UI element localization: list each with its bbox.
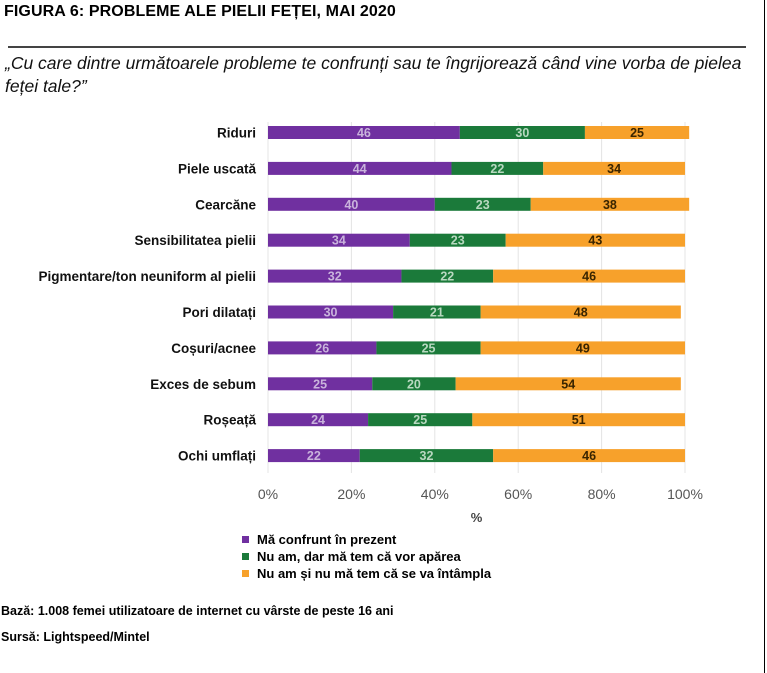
bar-segment bbox=[268, 126, 460, 139]
data-label: 49 bbox=[576, 341, 590, 355]
data-label: 34 bbox=[607, 162, 621, 176]
bar-segment bbox=[530, 197, 690, 211]
data-label: 23 bbox=[476, 198, 490, 212]
category-label: Coșuri/acnee bbox=[171, 341, 256, 356]
bar-segment bbox=[393, 305, 481, 319]
legend-label: Nu am și nu mă tem că se va întâmpla bbox=[257, 566, 492, 581]
x-tick-label: 20% bbox=[337, 486, 365, 502]
bar-segment bbox=[459, 126, 585, 139]
bar-segment bbox=[480, 341, 685, 355]
bar-segment bbox=[359, 449, 494, 463]
category-label: Roșeață bbox=[203, 413, 256, 428]
bar-segment bbox=[493, 449, 685, 463]
data-label: 20 bbox=[407, 377, 421, 391]
survey-question: „Cu care dintre următoarele probleme te … bbox=[5, 53, 742, 96]
bar-segment bbox=[543, 161, 685, 175]
bar-segment bbox=[268, 161, 452, 175]
bar-segment bbox=[268, 449, 360, 463]
data-label: 43 bbox=[588, 234, 602, 248]
data-label: 44 bbox=[353, 162, 367, 176]
bar-segment bbox=[268, 269, 402, 283]
bar-segment bbox=[268, 341, 377, 355]
legend-label: Mă confrunt în prezent bbox=[257, 532, 397, 547]
data-label: 32 bbox=[420, 449, 434, 463]
data-label: 40 bbox=[344, 198, 358, 212]
bar-segment bbox=[268, 305, 394, 319]
bar-segment bbox=[451, 161, 544, 175]
frame-border bbox=[764, 0, 765, 673]
bar-segment bbox=[368, 413, 473, 427]
legend-item: Nu am și nu mă tem că se va întâmpla bbox=[242, 565, 491, 582]
legend-swatch bbox=[242, 536, 249, 543]
x-axis-title: % bbox=[471, 510, 483, 525]
title-rule bbox=[8, 46, 746, 48]
bar-segment bbox=[472, 413, 685, 427]
category-label: Sensibilitatea pielii bbox=[134, 233, 256, 248]
data-label: 25 bbox=[313, 377, 327, 391]
data-label: 46 bbox=[582, 449, 596, 463]
data-label: 32 bbox=[328, 270, 342, 284]
data-label: 22 bbox=[490, 162, 504, 176]
data-label: 54 bbox=[561, 377, 575, 391]
legend-swatch bbox=[242, 570, 249, 577]
bar-segment bbox=[505, 233, 685, 247]
data-label: 25 bbox=[422, 341, 436, 355]
figure-title: FIGURA 6: PROBLEME ALE PIELII FEȚEI, MAI… bbox=[4, 3, 396, 20]
bar-segment bbox=[409, 233, 506, 247]
data-label: 25 bbox=[630, 126, 644, 140]
base-note: Bază: 1.008 femei utilizatoare de intern… bbox=[1, 604, 394, 618]
source-note: Sursă: Lightspeed/Mintel bbox=[1, 630, 150, 644]
bar-segment bbox=[584, 126, 690, 139]
x-tick-label: 0% bbox=[258, 486, 278, 502]
x-tick-label: 60% bbox=[504, 486, 532, 502]
bar-segment bbox=[455, 377, 681, 391]
data-label: 48 bbox=[574, 306, 588, 320]
bar-segment bbox=[493, 269, 685, 283]
chart-legend: Mă confrunt în prezent Nu am, dar mă tem… bbox=[242, 531, 491, 582]
category-label: Ochi umflați bbox=[178, 449, 256, 464]
data-label: 22 bbox=[307, 449, 321, 463]
x-tick-label: 100% bbox=[667, 486, 703, 502]
data-label: 21 bbox=[430, 306, 444, 320]
data-label: 30 bbox=[515, 126, 529, 140]
legend-item: Mă confrunt în prezent bbox=[242, 531, 491, 548]
legend-item: Nu am, dar mă tem că vor apărea bbox=[242, 548, 491, 565]
data-label: 51 bbox=[572, 413, 586, 427]
category-label: Riduri bbox=[217, 126, 256, 141]
data-label: 25 bbox=[413, 413, 427, 427]
data-label: 46 bbox=[582, 270, 596, 284]
bar-segment bbox=[434, 197, 531, 211]
bar-segment bbox=[480, 305, 681, 319]
bar-segment bbox=[268, 233, 410, 247]
data-label: 46 bbox=[357, 126, 371, 140]
data-label: 24 bbox=[311, 413, 325, 427]
bar-segment bbox=[268, 413, 369, 427]
x-tick-label: 40% bbox=[421, 486, 449, 502]
x-tick-label: 80% bbox=[588, 486, 616, 502]
legend-label: Nu am, dar mă tem că vor apărea bbox=[257, 549, 461, 564]
data-label: 30 bbox=[324, 306, 338, 320]
category-label: Exces de sebum bbox=[150, 377, 256, 392]
data-label: 23 bbox=[451, 234, 465, 248]
data-label: 22 bbox=[440, 270, 454, 284]
category-label: Piele uscată bbox=[178, 161, 257, 176]
category-label: Cearcăne bbox=[195, 197, 256, 212]
category-label: Pigmentare/ton neuniform al pielii bbox=[38, 269, 256, 284]
bar-segment bbox=[376, 341, 481, 355]
bar-segment bbox=[268, 377, 373, 391]
bar-segment bbox=[401, 269, 494, 283]
data-label: 26 bbox=[315, 341, 329, 355]
bar-segment bbox=[268, 197, 435, 211]
bar-segment bbox=[372, 377, 456, 391]
category-label: Pori dilatați bbox=[182, 305, 256, 320]
data-label: 34 bbox=[332, 234, 346, 248]
data-label: 38 bbox=[603, 198, 617, 212]
legend-swatch bbox=[242, 553, 249, 560]
